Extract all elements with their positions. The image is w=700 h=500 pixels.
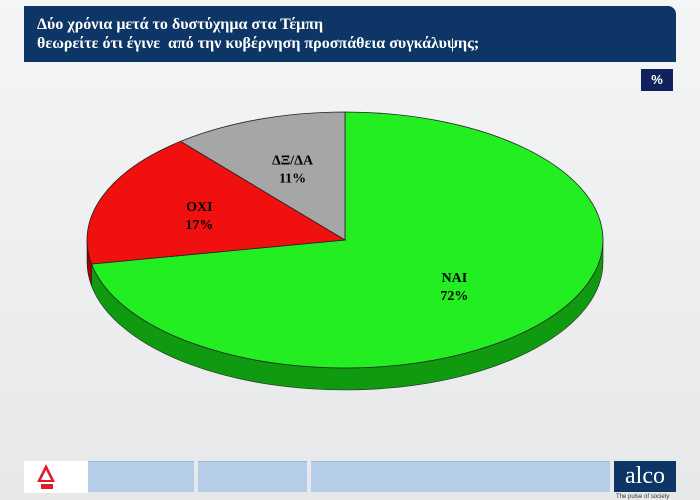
news-logo-icon bbox=[37, 464, 55, 489]
pie-slice bbox=[86, 140, 347, 265]
pie-slice-value-label: 72% bbox=[440, 289, 468, 304]
footer-bar: alco The pulse of society bbox=[24, 461, 676, 500]
footer-block bbox=[198, 461, 307, 492]
chart-title-bar: Δύο χρόνια μετά το δυστύχημα στα Τέμπη θ… bbox=[24, 6, 676, 62]
pie-tops bbox=[86, 111, 604, 369]
chart-title-line-2: θεωρείτε ότι έγινε από την κυβέρνηση προ… bbox=[37, 35, 480, 52]
unit-badge: % bbox=[641, 69, 673, 91]
pie-labels: ΝΑΙ 72% ΟΧΙ 17% ΔΞ/ΔΑ 11% bbox=[185, 154, 468, 304]
alco-logo: alco bbox=[614, 461, 676, 492]
pie-slice-label: ΟΧΙ bbox=[186, 200, 212, 215]
news-logo bbox=[24, 461, 88, 493]
pie-chart: ΝΑΙ 72% ΟΧΙ 17% ΔΞ/ΔΑ 11% bbox=[86, 111, 604, 391]
pie-slice-label: ΝΑΙ bbox=[441, 271, 467, 286]
pie-slice bbox=[179, 111, 346, 241]
pie-slice-value-label: 17% bbox=[185, 218, 213, 233]
chart-title-line-1: Δύο χρόνια μετά το δυστύχημα στα Τέμπη bbox=[37, 16, 324, 33]
pie-slice-value-label: 11% bbox=[279, 172, 306, 187]
footer-block bbox=[88, 461, 194, 492]
alco-tagline: The pulse of society bbox=[616, 494, 670, 500]
pie-slice-label: ΔΞ/ΔΑ bbox=[272, 154, 314, 169]
pie-slice bbox=[91, 111, 604, 369]
footer-block bbox=[311, 461, 610, 492]
